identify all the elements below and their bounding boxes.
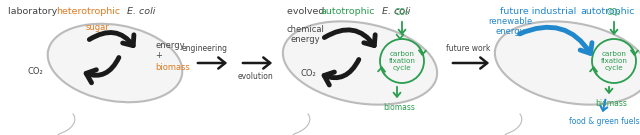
Ellipse shape: [48, 24, 182, 102]
Text: carbon: carbon: [602, 51, 627, 57]
Text: biomass: biomass: [595, 99, 627, 108]
Text: fixation: fixation: [600, 58, 627, 64]
Text: carbon: carbon: [390, 51, 415, 57]
Text: fixation: fixation: [388, 58, 415, 64]
Text: energy: energy: [290, 35, 320, 43]
Ellipse shape: [495, 21, 640, 105]
Text: cycle: cycle: [605, 65, 623, 71]
Text: autotrophic: autotrophic: [320, 7, 374, 16]
Text: CO₂: CO₂: [27, 67, 43, 75]
Text: CO₂: CO₂: [300, 68, 316, 77]
Text: energy: energy: [495, 28, 525, 36]
Text: biomass: biomass: [383, 103, 415, 112]
Text: E. coli: E. coli: [124, 7, 156, 16]
Text: renewable: renewable: [488, 16, 532, 26]
Text: energy: energy: [155, 40, 184, 50]
Text: future industrial: future industrial: [500, 7, 579, 16]
Text: evolved: evolved: [287, 7, 328, 16]
Text: cycle: cycle: [392, 65, 412, 71]
Text: E. coli: E. coli: [379, 7, 410, 16]
Ellipse shape: [283, 21, 437, 105]
Text: chemical: chemical: [286, 24, 324, 33]
Text: autotrophic: autotrophic: [580, 7, 634, 16]
Text: +: +: [155, 50, 162, 60]
Text: evolution: evolution: [237, 72, 273, 81]
Text: food & green fuels: food & green fuels: [569, 117, 639, 126]
Text: E. coli: E. coli: [639, 7, 640, 16]
Text: future work: future work: [446, 44, 490, 53]
Text: sugar: sugar: [85, 23, 109, 31]
Text: engineering: engineering: [182, 44, 228, 53]
Text: CO₂: CO₂: [607, 8, 621, 17]
Text: laboratory: laboratory: [8, 7, 60, 16]
Text: heterotrophic: heterotrophic: [56, 7, 120, 16]
Text: CO₂: CO₂: [395, 8, 409, 17]
Text: biomass: biomass: [155, 63, 190, 72]
